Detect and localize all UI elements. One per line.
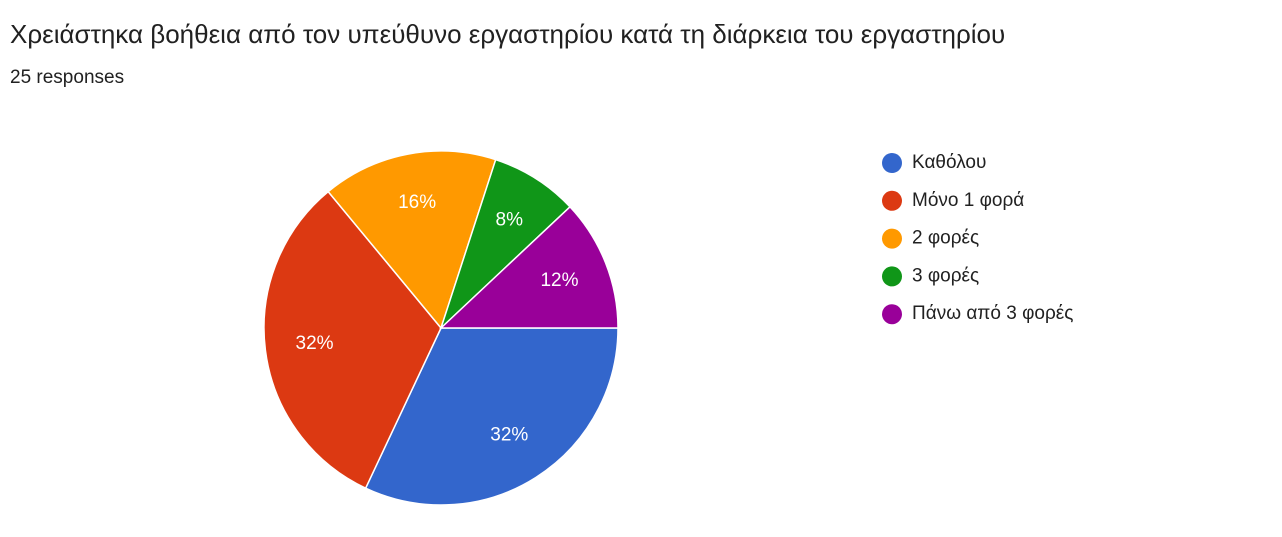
slice-label: 32% bbox=[296, 333, 334, 354]
legend-label: Καθόλου bbox=[912, 152, 986, 173]
chart-subtitle: 25 responses bbox=[10, 67, 124, 88]
legend-swatch bbox=[882, 266, 902, 287]
legend-swatch bbox=[882, 304, 902, 325]
legend-swatch bbox=[882, 190, 902, 211]
legend-swatch bbox=[882, 228, 902, 249]
chart-title: Χρειάστηκα βοήθεια από τον υπεύθυνο εργα… bbox=[10, 19, 1005, 49]
pie-slice bbox=[327, 150, 497, 330]
pie-slice bbox=[263, 190, 442, 490]
legend-label: 3 φορές bbox=[912, 265, 979, 286]
legend-label: Πάνω από 3 φορές bbox=[912, 303, 1073, 324]
slice-label: 16% bbox=[398, 192, 436, 213]
pie-slice bbox=[440, 158, 572, 329]
legend-label: Μόνο 1 φορά bbox=[912, 190, 1024, 211]
pie-slice bbox=[439, 205, 619, 329]
pie-slice bbox=[364, 327, 619, 506]
legend-swatch bbox=[882, 153, 902, 173]
legend-label: 2 φορές bbox=[912, 228, 979, 249]
slice-label: 32% bbox=[490, 425, 528, 446]
slice-label: 8% bbox=[496, 209, 524, 230]
slice-label: 12% bbox=[540, 270, 578, 291]
